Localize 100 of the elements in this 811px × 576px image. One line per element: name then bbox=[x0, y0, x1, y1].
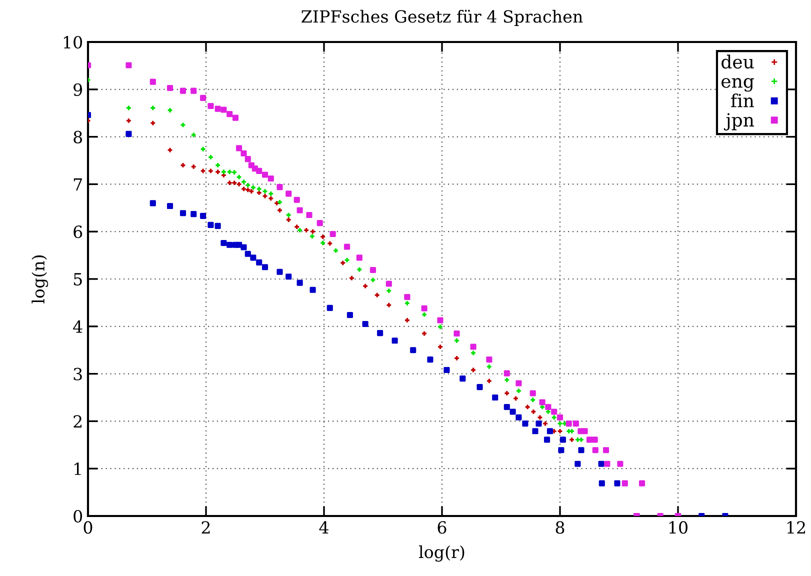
point bbox=[346, 312, 353, 318]
point bbox=[598, 480, 605, 486]
point bbox=[262, 264, 268, 270]
point bbox=[546, 428, 553, 434]
point bbox=[236, 242, 242, 248]
point bbox=[268, 175, 274, 182]
y-tick-label: 7 bbox=[74, 178, 82, 191]
y-tick-label: 9 bbox=[74, 83, 82, 96]
point bbox=[240, 150, 247, 156]
point bbox=[558, 447, 564, 454]
point bbox=[560, 436, 566, 443]
point bbox=[190, 211, 197, 218]
x-tick-label: 6 bbox=[438, 521, 446, 534]
point bbox=[244, 250, 251, 257]
point bbox=[220, 106, 227, 113]
point bbox=[256, 168, 262, 174]
point bbox=[236, 145, 242, 152]
legend-label: deu bbox=[722, 54, 754, 69]
point bbox=[638, 480, 646, 486]
point bbox=[444, 366, 450, 374]
point bbox=[370, 266, 376, 274]
point bbox=[286, 274, 292, 280]
point bbox=[622, 480, 628, 486]
point bbox=[214, 106, 221, 112]
point bbox=[556, 414, 564, 420]
x-tick-label: 0 bbox=[84, 521, 92, 534]
point bbox=[460, 376, 466, 382]
point bbox=[220, 240, 227, 246]
point bbox=[276, 184, 283, 190]
x-tick-label: 12 bbox=[787, 521, 805, 534]
point bbox=[226, 242, 233, 248]
point bbox=[126, 130, 132, 137]
point bbox=[598, 460, 604, 467]
point bbox=[306, 212, 312, 218]
point bbox=[310, 286, 316, 293]
point bbox=[226, 111, 233, 118]
y-tick-label: 0 bbox=[74, 510, 82, 523]
point bbox=[516, 414, 522, 420]
point bbox=[250, 254, 256, 261]
point bbox=[592, 447, 598, 454]
point bbox=[214, 222, 221, 229]
point bbox=[486, 356, 492, 363]
point bbox=[582, 428, 588, 434]
y-axis-title: log(n) bbox=[32, 255, 48, 304]
point bbox=[262, 172, 268, 178]
point bbox=[404, 294, 410, 300]
point bbox=[150, 200, 156, 206]
y-tick-label: 1 bbox=[74, 462, 81, 475]
point bbox=[344, 244, 350, 250]
point bbox=[356, 254, 362, 261]
point bbox=[276, 268, 283, 275]
point bbox=[244, 156, 251, 162]
y-tick-label: 5 bbox=[74, 273, 82, 286]
point bbox=[470, 344, 476, 350]
point bbox=[504, 404, 510, 410]
point bbox=[522, 420, 528, 427]
point bbox=[592, 436, 598, 443]
y-tick-label: 2 bbox=[74, 415, 82, 428]
point bbox=[256, 259, 262, 266]
point bbox=[200, 212, 206, 219]
point bbox=[539, 399, 546, 406]
point bbox=[504, 370, 510, 376]
point bbox=[377, 330, 384, 336]
point bbox=[330, 230, 336, 237]
point bbox=[574, 460, 581, 467]
x-tick-label: 2 bbox=[202, 521, 210, 534]
point bbox=[536, 420, 542, 427]
x-axis-title: log(r) bbox=[418, 545, 464, 562]
point bbox=[316, 220, 323, 226]
point bbox=[566, 420, 572, 427]
point bbox=[551, 408, 558, 415]
point bbox=[516, 380, 522, 386]
point bbox=[476, 384, 483, 390]
point bbox=[386, 280, 392, 287]
point bbox=[544, 436, 550, 443]
point bbox=[410, 347, 416, 354]
point bbox=[296, 207, 303, 214]
point bbox=[617, 460, 624, 467]
point bbox=[614, 480, 620, 486]
point bbox=[510, 408, 516, 415]
point bbox=[427, 356, 434, 363]
point bbox=[126, 62, 132, 68]
point bbox=[578, 447, 584, 454]
y-tick-label: 6 bbox=[74, 226, 82, 238]
point bbox=[208, 102, 214, 110]
y-tick-label: 4 bbox=[73, 320, 82, 333]
point bbox=[200, 94, 206, 101]
point bbox=[545, 404, 552, 410]
point bbox=[240, 244, 247, 250]
point bbox=[166, 202, 174, 210]
point bbox=[492, 394, 498, 401]
point bbox=[572, 420, 579, 427]
point bbox=[190, 88, 197, 94]
legend-label: jpn bbox=[724, 113, 754, 130]
x-tick-label: 4 bbox=[319, 521, 328, 534]
point bbox=[286, 190, 292, 197]
y-tick-label: 10 bbox=[64, 36, 82, 49]
point bbox=[602, 447, 610, 454]
point bbox=[454, 330, 460, 337]
point bbox=[392, 338, 398, 344]
